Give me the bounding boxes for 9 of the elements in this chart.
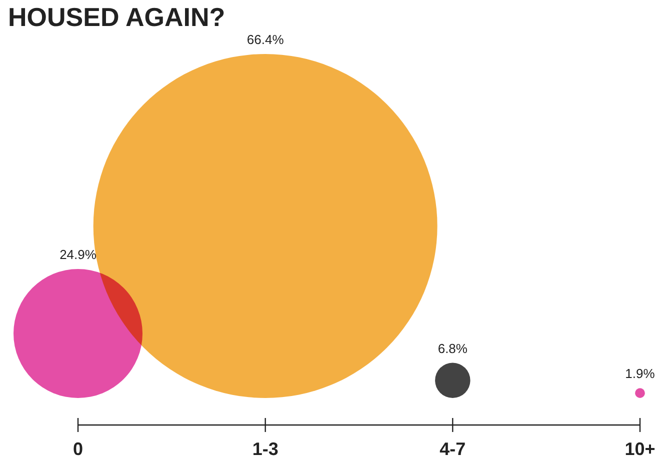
data-label: 24.9% xyxy=(60,247,97,262)
category-label: 0 xyxy=(72,439,84,459)
data-label: 6.8% xyxy=(438,340,468,356)
category-label: 1-3 xyxy=(252,439,278,459)
data-label: 1.9% xyxy=(625,366,656,382)
category-label: 4-7 xyxy=(440,439,466,459)
text: HOUSED AGAIN? xyxy=(8,2,226,32)
data-label: 66.4% xyxy=(246,32,284,47)
category-label: 10+ xyxy=(624,439,656,459)
